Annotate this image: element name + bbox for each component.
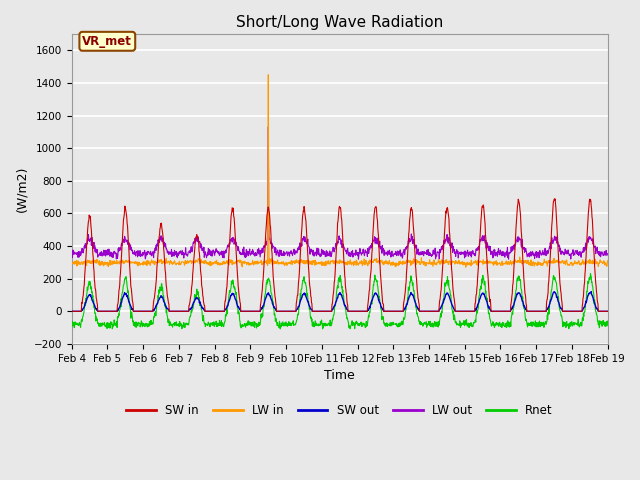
- Legend: SW in, LW in, SW out, LW out, Rnet: SW in, LW in, SW out, LW out, Rnet: [122, 399, 557, 422]
- X-axis label: Time: Time: [324, 369, 355, 382]
- Title: Short/Long Wave Radiation: Short/Long Wave Radiation: [236, 15, 444, 30]
- Y-axis label: (W/m2): (W/m2): [15, 166, 28, 212]
- Text: VR_met: VR_met: [83, 35, 132, 48]
